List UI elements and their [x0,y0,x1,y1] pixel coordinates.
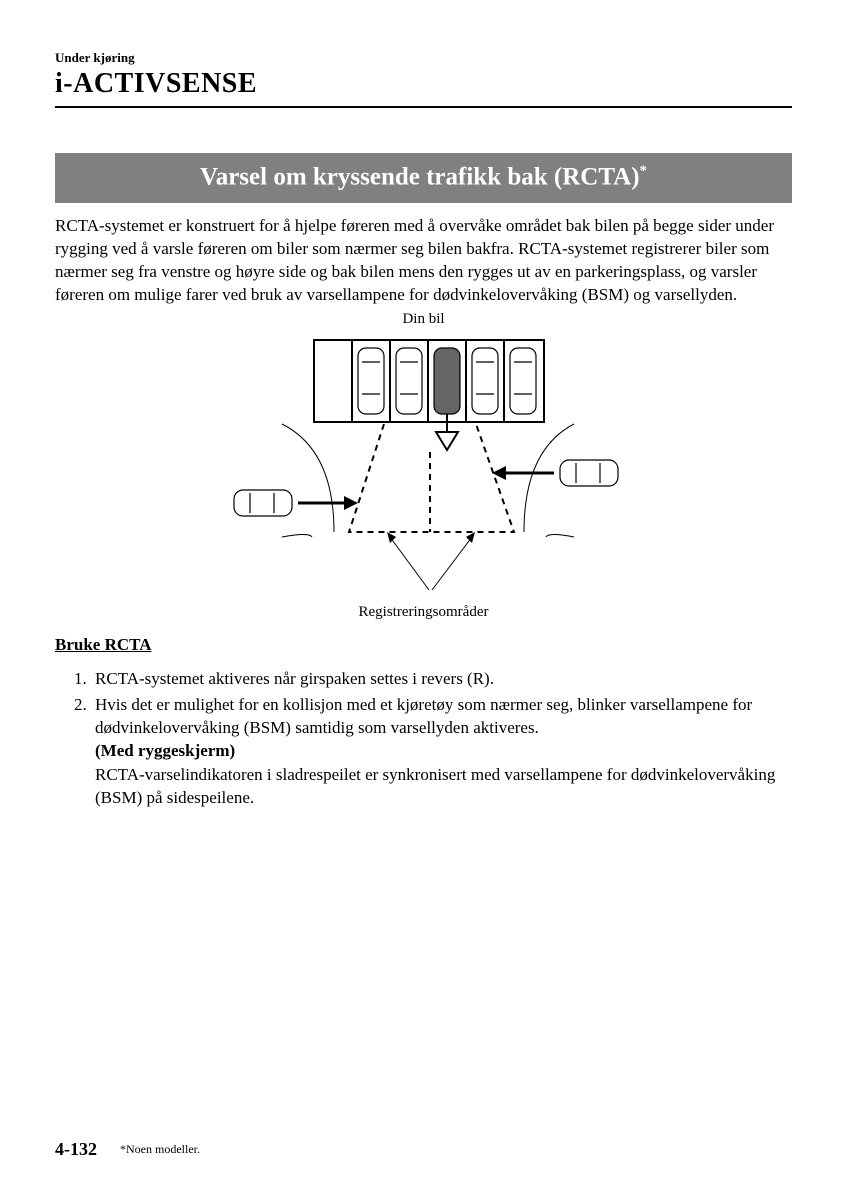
page-footer: 4-132 *Noen modeller. [55,1139,792,1160]
manual-page: Under kjøring i-ACTIVSENSE Varsel om kry… [0,0,847,1200]
footnote: *Noen modeller. [120,1142,200,1156]
header-divider [55,106,792,108]
diagram-container: Din bil [55,311,792,621]
intro-paragraph: RCTA-systemet er konstruert for å hjelpe… [55,215,792,307]
step-text: RCTA-systemet aktiveres når girspaken se… [95,669,494,688]
section-header-small: Under kjøring [55,50,792,66]
rcta-diagram [214,332,634,602]
topic-banner: Varsel om kryssende trafikk bak (RCTA)* [55,153,792,203]
list-item: Hvis det er mulighet for en kollisjon me… [91,693,792,810]
list-item: RCTA-systemet aktiveres når girspaken se… [91,667,792,690]
banner-text: Varsel om kryssende trafikk bak (RCTA) [200,163,640,190]
diagram-label-top: Din bil [55,311,792,328]
step-text-after: RCTA-varselindikatoren i sladrespeilet e… [95,765,775,807]
banner-superscript: * [640,163,648,179]
subheading-bruke: Bruke RCTA [55,635,792,655]
page-number: 4-132 [55,1139,97,1159]
step-text: Hvis det er mulighet for en kollisjon me… [95,695,752,737]
step-bold-sub: (Med ryggeskjerm) [95,741,235,760]
steps-list: RCTA-systemet aktiveres når girspaken se… [91,667,792,810]
section-header-large: i-ACTIVSENSE [55,68,792,100]
diagram-label-bottom: Registreringsområder [55,604,792,621]
